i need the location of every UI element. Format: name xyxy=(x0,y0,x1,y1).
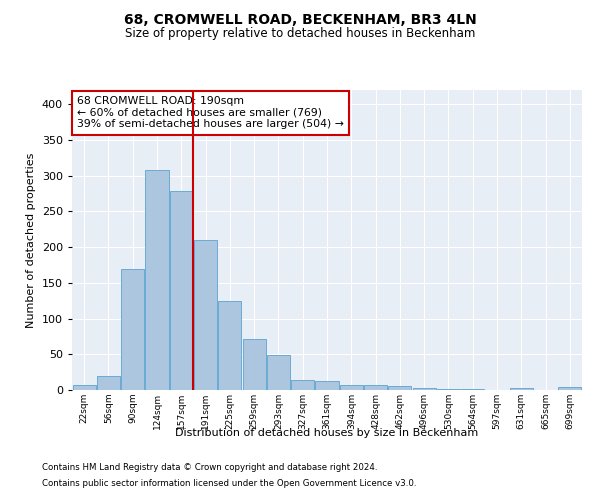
Bar xyxy=(340,385,363,390)
Bar xyxy=(267,355,290,390)
Bar xyxy=(170,192,193,390)
Bar xyxy=(97,376,120,390)
Bar xyxy=(510,388,533,390)
Bar xyxy=(559,387,581,390)
Bar xyxy=(437,388,460,390)
Bar xyxy=(194,240,217,390)
Bar xyxy=(242,338,266,390)
Text: Contains public sector information licensed under the Open Government Licence v3: Contains public sector information licen… xyxy=(42,478,416,488)
Y-axis label: Number of detached properties: Number of detached properties xyxy=(26,152,36,328)
Bar xyxy=(388,386,412,390)
Bar xyxy=(218,300,241,390)
Text: Distribution of detached houses by size in Beckenham: Distribution of detached houses by size … xyxy=(175,428,479,438)
Bar xyxy=(316,382,338,390)
Bar xyxy=(121,268,144,390)
Text: 68 CROMWELL ROAD: 190sqm
← 60% of detached houses are smaller (769)
39% of semi-: 68 CROMWELL ROAD: 190sqm ← 60% of detach… xyxy=(77,96,344,129)
Text: Size of property relative to detached houses in Beckenham: Size of property relative to detached ho… xyxy=(125,28,475,40)
Bar xyxy=(145,170,169,390)
Text: 68, CROMWELL ROAD, BECKENHAM, BR3 4LN: 68, CROMWELL ROAD, BECKENHAM, BR3 4LN xyxy=(124,12,476,26)
Bar xyxy=(73,385,95,390)
Bar xyxy=(364,385,387,390)
Text: Contains HM Land Registry data © Crown copyright and database right 2024.: Contains HM Land Registry data © Crown c… xyxy=(42,464,377,472)
Bar xyxy=(413,388,436,390)
Bar xyxy=(291,380,314,390)
